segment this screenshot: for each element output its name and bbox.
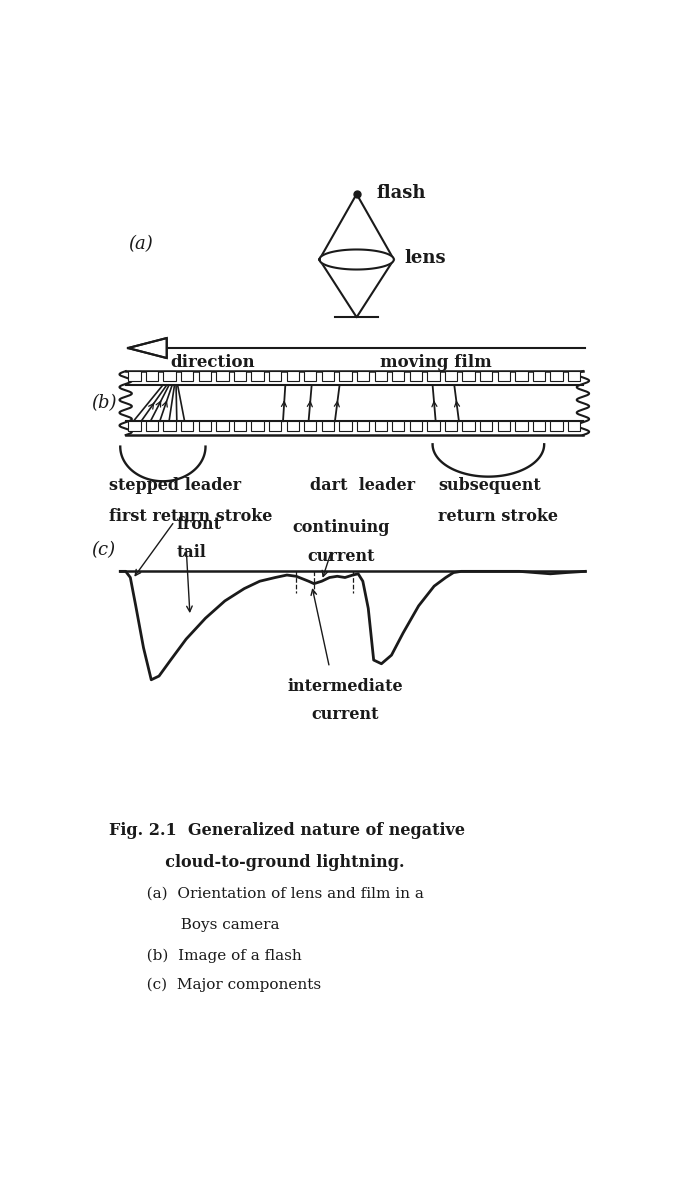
Bar [304, 421, 316, 431]
Bar [445, 421, 457, 431]
Bar [498, 421, 510, 431]
Text: continuing: continuing [292, 518, 390, 536]
Bar [445, 371, 457, 382]
Text: subsequent: subsequent [438, 478, 541, 494]
Polygon shape [128, 338, 167, 358]
Bar [428, 421, 440, 431]
Bar [163, 371, 176, 382]
Bar [287, 421, 299, 431]
Bar [304, 371, 316, 382]
Bar [251, 421, 264, 431]
Bar [339, 371, 352, 382]
Text: (b)  Image of a flash: (b) Image of a flash [132, 949, 302, 964]
Text: direction: direction [171, 354, 255, 371]
Bar [163, 421, 176, 431]
Text: dart  leader: dart leader [310, 478, 415, 494]
Text: Boys camera: Boys camera [132, 918, 279, 932]
Bar [322, 421, 334, 431]
Bar [533, 421, 545, 431]
Bar [498, 371, 510, 382]
Bar [374, 371, 387, 382]
Text: first return stroke: first return stroke [109, 509, 272, 526]
Text: front: front [177, 516, 222, 533]
Bar [322, 371, 334, 382]
Bar [550, 421, 563, 431]
Bar [128, 421, 141, 431]
Bar [480, 371, 492, 382]
Bar [234, 371, 246, 382]
Text: (b): (b) [91, 395, 116, 413]
Text: stepped leader: stepped leader [109, 478, 240, 494]
Text: moving film: moving film [380, 354, 492, 371]
Bar [181, 421, 193, 431]
Bar [217, 371, 229, 382]
Bar [515, 421, 527, 431]
Bar [339, 421, 352, 431]
Text: (a)  Orientation of lens and film in a: (a) Orientation of lens and film in a [132, 887, 423, 901]
Text: return stroke: return stroke [438, 509, 558, 526]
Bar [410, 421, 422, 431]
Text: lens: lens [404, 248, 446, 266]
Bar [410, 371, 422, 382]
Bar [287, 371, 299, 382]
Bar [462, 371, 475, 382]
Bar [428, 371, 440, 382]
Text: current: current [307, 548, 375, 565]
Bar [269, 371, 281, 382]
Bar [392, 421, 404, 431]
Text: (a): (a) [128, 235, 153, 253]
Text: flash: flash [376, 184, 426, 202]
Text: intermediate: intermediate [287, 678, 403, 695]
Bar [550, 371, 563, 382]
Text: tail: tail [177, 545, 206, 562]
Bar [269, 421, 281, 431]
Polygon shape [320, 250, 394, 270]
Bar [234, 421, 246, 431]
Bar [480, 421, 492, 431]
Bar [568, 421, 581, 431]
Bar [357, 371, 370, 382]
Text: current: current [311, 706, 379, 724]
Text: cloud-to-ground lightning.: cloud-to-ground lightning. [109, 854, 404, 871]
Bar [199, 421, 211, 431]
Bar [146, 371, 158, 382]
Bar [251, 371, 264, 382]
Bar [392, 371, 404, 382]
Bar [181, 371, 193, 382]
Bar [357, 421, 370, 431]
Bar [462, 421, 475, 431]
Bar [568, 371, 581, 382]
Bar [146, 421, 158, 431]
Text: (c)  Major components: (c) Major components [132, 977, 321, 991]
Bar [515, 371, 527, 382]
Bar [128, 371, 141, 382]
Text: Fig. 2.1  Generalized nature of negative: Fig. 2.1 Generalized nature of negative [109, 822, 464, 839]
Bar [217, 421, 229, 431]
Bar [199, 371, 211, 382]
Bar [533, 371, 545, 382]
Text: (c): (c) [91, 541, 115, 559]
Bar [374, 421, 387, 431]
